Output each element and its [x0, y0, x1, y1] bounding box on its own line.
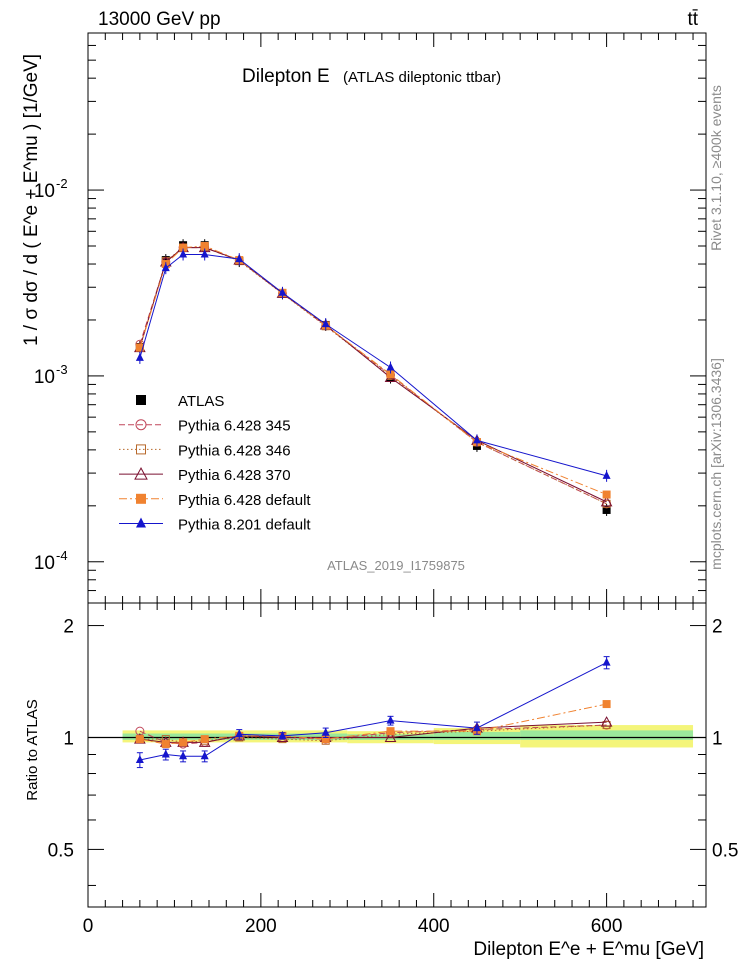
ratio-line-pythia-6-428-default	[139, 703, 607, 745]
ratio-band-inner	[433, 731, 521, 740]
series-line-pythia-6-428-346	[139, 246, 607, 505]
process-label: tt̄	[687, 9, 698, 30]
legend-label-pythia-6-428-345: Pythia 6.428 345	[178, 418, 291, 435]
legend-marker-pythia-6-428-345	[135, 419, 147, 431]
ratio-line-pythia-8-201-default	[139, 662, 607, 761]
ratio-y-tick-label: 0.5	[48, 840, 74, 861]
ratio-point-pythia-8-201-default	[235, 729, 244, 738]
ratio-point-pythia-6-428-346	[602, 721, 611, 730]
main-y-tick-label-exp: -3	[56, 362, 68, 377]
data-point-pythia-6-428-370	[600, 495, 613, 507]
ratio-point-pythia-6-428-default	[200, 735, 209, 744]
series-line-pythia-6-428-345	[139, 247, 607, 505]
legend-marker-pythia-8-201-default	[136, 517, 146, 528]
ratio-y-tick-label-right: 2	[712, 617, 723, 638]
main-y-tick-label: 10	[34, 181, 55, 202]
ratio-point-pythia-8-201-default	[135, 754, 144, 763]
ratio-point-pythia-6-428-default	[602, 700, 611, 709]
ratio-point-pythia-8-201-default	[200, 751, 209, 760]
x-tick-label: 0	[83, 916, 94, 937]
ratio-plot-frame	[87, 602, 707, 908]
main-y-tick-label-exp: -2	[56, 176, 68, 191]
ratio-point-pythia-6-428-370	[384, 731, 397, 742]
legend-label-pythia-6-428-370: Pythia 6.428 370	[178, 467, 291, 484]
rivet-label: Rivet 3.1.10, ≥400k events	[708, 85, 724, 251]
legend-marker-atlas	[136, 395, 146, 405]
data-point-pythia-8-201-default	[472, 435, 481, 444]
ratio-point-pythia-8-201-default	[179, 751, 188, 760]
main-axis-ticks: 10-410-310-2	[34, 32, 706, 604]
ratio-point-pythia-6-428-default	[135, 735, 144, 744]
main-y-tick-label: 10	[34, 367, 55, 388]
ratio-y-axis-label: Ratio to ATLAS	[24, 699, 41, 800]
ratio-point-pythia-6-428-default	[321, 735, 330, 744]
ratio-y-tick-label: 1	[63, 728, 74, 749]
energy-label: 13000 GeV pp	[98, 9, 221, 30]
data-point-pythia-8-201-default	[135, 352, 144, 361]
data-point-pythia-8-201-default	[602, 470, 611, 479]
analysis-label: ATLAS_2019_I1759875	[327, 558, 465, 573]
data-point-pythia-8-201-default	[200, 249, 209, 258]
legend: ATLAS Pythia 6.428 345 Pythia 6.428 346 Pyt…	[119, 393, 311, 534]
ratio-y-tick-label-right: 1	[712, 728, 723, 749]
data-point-pythia-8-201-default	[321, 319, 330, 328]
ratio-point-pythia-6-428-default	[386, 727, 395, 736]
series-line-pythia-6-428-370	[139, 247, 607, 503]
main-y-tick-label-exp: -4	[56, 548, 68, 563]
ratio-y-tick-label-right: 0.5	[712, 840, 738, 861]
x-tick-label: 200	[245, 916, 277, 937]
ratio-axis-ticks: 0.5 0.5 1 1 2 2 0 200 400 600	[48, 603, 738, 937]
legend-label-atlas: ATLAS	[178, 393, 224, 410]
ratio-point-pythia-8-201-default	[386, 715, 395, 724]
data-point-pythia-6-428-default	[179, 243, 188, 252]
legend-marker-pythia-6-428-346	[136, 444, 146, 455]
series-line-pythia-8-201-default	[139, 254, 607, 477]
legend-marker-pythia-6-428-default	[136, 493, 146, 504]
chart-title-main: Dilepton E	[242, 66, 330, 87]
data-point-pythia-6-428-default	[200, 242, 209, 251]
data-point-pythia-8-201-default	[386, 362, 395, 371]
x-axis-label: Dilepton E^e + E^mu [GeV]	[473, 939, 704, 960]
chart-subtitle: (ATLAS dileptonic ttbar)	[343, 69, 501, 86]
data-point-pythia-8-201-default	[179, 249, 188, 258]
legend-label-pythia-6-428-346: Pythia 6.428 346	[178, 442, 291, 459]
ratio-point-pythia-6-428-default	[179, 738, 188, 747]
data-point-pythia-8-201-default	[235, 254, 244, 263]
data-point-pythia-6-428-default	[386, 370, 395, 379]
ratio-point-pythia-8-201-default	[278, 730, 287, 739]
data-point-atlas	[602, 505, 611, 514]
ratio-point-pythia-8-201-default	[161, 749, 170, 758]
data-point-pythia-6-428-default	[602, 490, 611, 499]
ratio-point-pythia-8-201-default	[602, 657, 611, 666]
ratio-point-pythia-8-201-default	[472, 723, 481, 732]
chart-title: Dilepton E (ATLAS dileptonic ttbar)	[242, 66, 501, 87]
mcplots-label: mcplots.cern.ch [arXiv:1306.3436]	[708, 358, 724, 570]
x-tick-label: 400	[418, 916, 450, 937]
main-series-group	[134, 239, 613, 516]
ratio-band-inner	[520, 730, 694, 740]
ratio-series-group	[134, 656, 613, 769]
ratio-y-tick-label: 2	[63, 617, 74, 638]
ratio-line-pythia-6-428-370	[139, 721, 607, 743]
ratio-point-pythia-6-428-370	[600, 716, 613, 727]
main-y-axis-label: 1 / σ dσ / d ( E^e + E^mu ) [1/GeV]	[21, 54, 42, 346]
legend-label-pythia-8-201-default: Pythia 8.201 default	[178, 517, 311, 534]
ratio-point-pythia-6-428-default	[161, 740, 170, 749]
x-tick-label: 600	[591, 916, 623, 937]
ratio-point-pythia-8-201-default	[321, 727, 330, 736]
data-point-pythia-6-428-default	[135, 343, 144, 352]
data-point-pythia-8-201-default	[161, 263, 170, 272]
legend-label-pythia-6-428-default: Pythia 6.428 default	[178, 492, 311, 509]
main-y-tick-label: 10	[34, 553, 55, 574]
legend-marker-pythia-6-428-370	[134, 467, 148, 480]
data-point-pythia-8-201-default	[278, 287, 287, 296]
